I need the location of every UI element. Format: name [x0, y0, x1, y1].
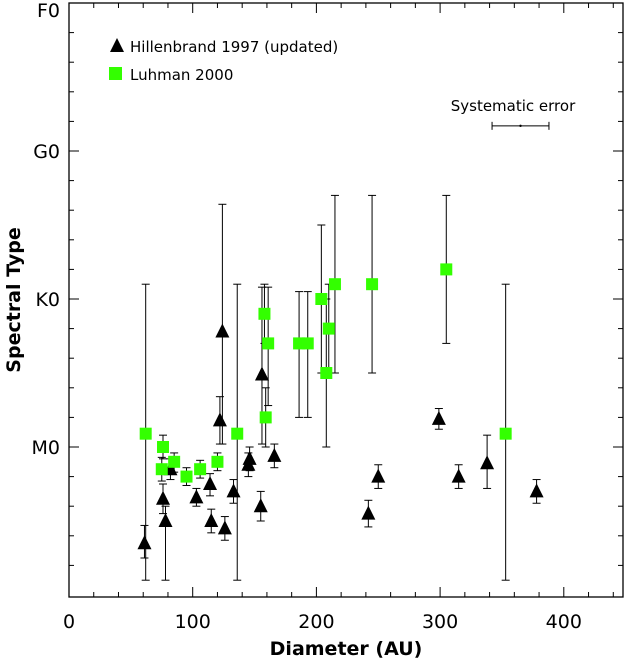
y-tick-label: F0: [37, 0, 60, 22]
data-point-triangle: [480, 455, 495, 470]
data-point-triangle: [156, 490, 171, 505]
data-point-square: [211, 455, 224, 468]
data-series: [137, 194, 544, 581]
data-point-triangle: [189, 489, 204, 504]
markers-luhman: [139, 263, 512, 483]
data-point-square: [322, 322, 335, 335]
data-point-triangle: [158, 513, 173, 527]
data-point-triangle: [242, 450, 257, 465]
series-hillenbrand: [140, 203, 541, 581]
x-tick-label: 200: [298, 611, 334, 633]
plot-frame: [68, 2, 624, 598]
data-point-triangle: [212, 412, 227, 427]
y-tick-label: M0: [32, 437, 60, 459]
data-point-triangle: [137, 535, 152, 550]
data-point-square: [157, 441, 170, 453]
data-point-square: [440, 263, 453, 276]
data-point-triangle: [217, 520, 232, 535]
data-point-square: [499, 427, 512, 440]
y-tick-label: G0: [33, 141, 60, 163]
data-point-square: [328, 278, 341, 291]
data-point-triangle: [371, 468, 386, 483]
data-point-triangle: [431, 410, 446, 425]
data-point-square: [320, 367, 333, 379]
legend-square-marker: [109, 67, 122, 80]
legend-label-hillenbrand: Hillenbrand 1997 (updated): [130, 38, 338, 56]
data-point-triangle: [361, 505, 376, 520]
data-point-square: [194, 463, 207, 476]
data-point-square: [180, 470, 193, 483]
data-point-square: [139, 427, 152, 440]
data-point-square: [366, 278, 379, 291]
systematic-error-center: [519, 124, 522, 128]
data-point-square: [258, 307, 271, 320]
data-point-square: [262, 337, 275, 350]
data-point-square: [155, 463, 168, 476]
x-tick-label: 300: [422, 611, 458, 633]
markers-hillenbrand: [137, 323, 544, 550]
legend-label-luhman: Luhman 2000: [130, 66, 233, 84]
x-tick-label: 0: [63, 611, 75, 633]
data-point-triangle: [267, 447, 282, 462]
data-point-triangle: [529, 483, 544, 498]
data-point-square: [231, 427, 244, 440]
data-point-triangle: [254, 366, 269, 381]
systematic-error-label: Systematic error: [451, 97, 576, 115]
x-tick-label: 400: [546, 611, 582, 633]
legend: Hillenbrand 1997 (updated) Luhman 2000: [109, 38, 338, 84]
data-point-square: [259, 411, 272, 424]
x-axis-title: Diameter (AU): [270, 638, 423, 660]
axis-ticks: 0 100 200 300 400 F0 G0 K0 M0: [32, 0, 623, 633]
data-point-triangle: [451, 468, 466, 483]
data-point-triangle: [253, 498, 268, 513]
y-axis-title: Spectral Type: [3, 227, 25, 372]
y-tick-label: K0: [35, 289, 60, 311]
data-point-triangle: [203, 476, 218, 490]
legend-triangle-marker: [110, 38, 124, 52]
series-luhman: [141, 194, 510, 581]
data-point-square: [168, 455, 181, 468]
systematic-error-annotation: Systematic error: [451, 97, 576, 130]
data-point-triangle: [215, 323, 230, 338]
data-point-square: [301, 337, 314, 350]
plot-axes: [68, 2, 624, 598]
data-point-square: [315, 293, 328, 305]
data-point-triangle: [226, 483, 241, 498]
data-point-triangle: [204, 513, 219, 527]
x-tick-label: 100: [175, 611, 211, 633]
